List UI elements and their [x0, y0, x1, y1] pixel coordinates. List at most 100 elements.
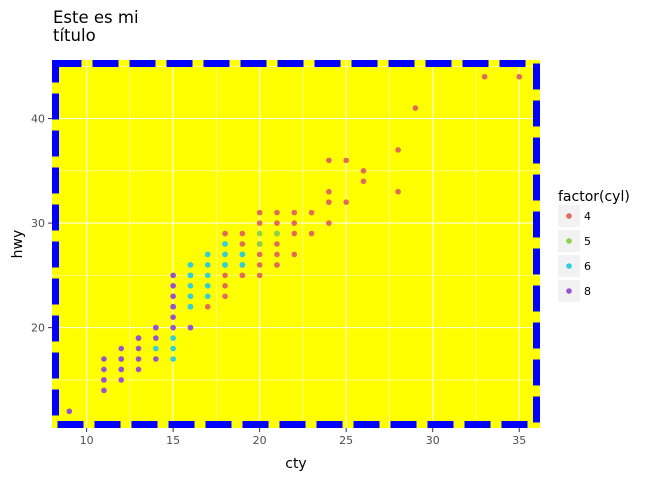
data-point-cyl-6	[239, 251, 246, 258]
data-point-cyl-8	[135, 366, 142, 373]
data-point-cyl-8	[187, 324, 194, 331]
data-point-cyl-4	[274, 241, 280, 247]
data-point-cyl-4	[360, 178, 367, 185]
data-point-cyl-6	[187, 283, 194, 289]
data-point-cyl-8	[101, 356, 107, 362]
data-point-cyl-4	[256, 220, 263, 226]
data-point-cyl-4	[308, 230, 315, 237]
data-point-cyl-4	[256, 251, 263, 258]
legend-key-cyl-5	[566, 238, 572, 244]
chart-title-line-2: título	[53, 26, 96, 45]
data-point-cyl-4	[516, 73, 523, 80]
legend-key-cyl-6	[566, 263, 572, 269]
plot-panel	[52, 60, 540, 428]
data-point-cyl-4	[222, 293, 228, 300]
data-points	[66, 73, 523, 415]
data-point-cyl-8	[118, 345, 125, 352]
legend-label-cyl-5: 5	[584, 235, 591, 248]
data-point-cyl-8	[101, 377, 107, 383]
data-point-cyl-4	[291, 230, 298, 237]
data-point-cyl-4	[291, 209, 298, 216]
data-point-cyl-4	[326, 157, 332, 164]
data-point-cyl-4	[274, 220, 280, 226]
data-point-cyl-4	[395, 147, 401, 153]
data-point-cyl-8	[170, 314, 176, 320]
data-point-cyl-4	[274, 209, 280, 216]
data-point-cyl-8	[118, 377, 125, 383]
legend-label-cyl-8: 8	[584, 285, 591, 298]
x-tick-label: 15	[166, 434, 180, 447]
data-point-cyl-5	[256, 241, 263, 247]
data-point-cyl-6	[170, 335, 176, 341]
data-point-cyl-8	[101, 387, 107, 394]
x-tick-label: 10	[80, 434, 94, 447]
y-tick-label: 30	[31, 217, 45, 230]
data-point-cyl-6	[187, 303, 194, 310]
x-axis-title: cty	[285, 456, 306, 472]
data-point-cyl-4	[308, 209, 315, 216]
data-point-cyl-8	[153, 324, 159, 331]
data-point-cyl-8	[118, 366, 125, 373]
chart-title-line-1: Este es mi	[53, 8, 139, 27]
panel-dashed-border	[52, 60, 540, 428]
y-axis-title: hwy	[10, 230, 26, 259]
data-point-cyl-6	[239, 262, 246, 268]
data-point-cyl-4	[326, 220, 332, 226]
data-point-cyl-8	[66, 408, 73, 415]
data-point-cyl-4	[326, 199, 332, 205]
data-point-cyl-4	[256, 272, 263, 279]
data-point-cyl-4	[239, 241, 246, 247]
x-tick-label: 35	[512, 434, 526, 447]
x-tick-label: 25	[339, 434, 353, 447]
data-point-cyl-4	[274, 251, 280, 258]
data-point-cyl-8	[153, 335, 159, 341]
data-point-cyl-4	[395, 188, 401, 195]
data-point-cyl-4	[256, 209, 263, 216]
data-point-cyl-6	[222, 241, 228, 247]
data-point-cyl-8	[135, 345, 142, 352]
data-point-cyl-8	[170, 303, 176, 310]
data-point-cyl-4	[343, 199, 349, 205]
legend-label-cyl-6: 6	[584, 260, 591, 273]
y-tick-label: 20	[31, 322, 45, 335]
data-point-cyl-6	[187, 272, 194, 279]
data-point-cyl-6	[170, 356, 176, 362]
x-tick-label: 20	[253, 434, 267, 447]
data-point-cyl-6	[153, 345, 159, 352]
data-point-cyl-4	[222, 283, 228, 289]
data-point-cyl-8	[135, 356, 142, 362]
data-point-cyl-6	[204, 293, 211, 300]
data-point-cyl-8	[118, 356, 125, 362]
data-point-cyl-4	[222, 272, 228, 279]
data-point-cyl-6	[187, 262, 194, 268]
data-point-cyl-4	[360, 168, 367, 174]
legend-label-cyl-4: 4	[584, 210, 591, 223]
x-tick-label: 30	[426, 434, 440, 447]
axes: 10 15 20 25 30 35 20 30 40	[31, 113, 526, 447]
data-point-cyl-5	[274, 230, 280, 237]
data-point-cyl-6	[170, 345, 176, 352]
data-point-cyl-4	[412, 105, 419, 111]
legend: factor(cyl) 4 5 6 8	[558, 189, 630, 302]
legend-key-cyl-4	[566, 213, 572, 219]
data-point-cyl-4	[274, 262, 280, 268]
panel-background	[52, 60, 540, 428]
data-point-cyl-6	[204, 262, 211, 268]
chart-title: Este es mi título	[53, 8, 139, 45]
data-point-cyl-4	[326, 188, 332, 195]
panel-border	[52, 60, 540, 428]
data-point-cyl-8	[170, 272, 176, 279]
data-point-cyl-6	[204, 283, 211, 289]
data-point-cyl-5	[256, 230, 263, 237]
data-point-cyl-4	[481, 73, 488, 80]
data-point-cyl-4	[343, 157, 349, 164]
y-tick-label: 40	[31, 113, 45, 126]
data-point-cyl-6	[222, 251, 228, 258]
data-point-cyl-8	[170, 283, 176, 289]
data-point-cyl-4	[256, 262, 263, 268]
data-point-cyl-6	[222, 262, 228, 268]
data-point-cyl-6	[204, 272, 211, 279]
data-point-cyl-4	[222, 230, 228, 237]
data-point-cyl-6	[187, 293, 194, 300]
